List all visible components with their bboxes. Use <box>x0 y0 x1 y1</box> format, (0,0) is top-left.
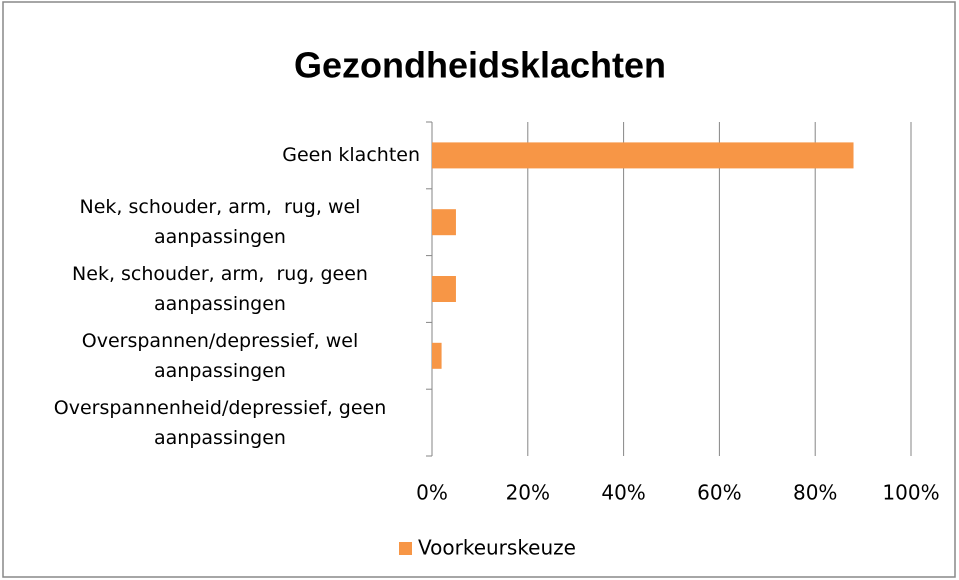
x-tick-label: 100% <box>882 481 939 505</box>
x-tick-label: 20% <box>506 481 550 505</box>
bar <box>432 276 456 302</box>
x-tick-label: 80% <box>793 481 837 505</box>
y-tick-label: Nek, schouder, arm, rug, wel aanpassinge… <box>20 192 420 252</box>
y-tick-label: Overspannenheid/depressief, geen aanpass… <box>20 393 420 453</box>
x-tick-label: 40% <box>601 481 645 505</box>
x-tick-label: 0% <box>416 481 448 505</box>
legend-label: Voorkeurskeuze <box>418 536 576 560</box>
chart-title: Gezondheidsklachten <box>294 45 666 86</box>
y-tick-label: Nek, schouder, arm, rug, geen aanpassing… <box>20 259 420 319</box>
y-tick-label: Overspannen/depressief, wel aanpassingen <box>20 326 420 386</box>
y-tick-label: Geen klachten <box>20 140 420 170</box>
y-tick-text: Overspannenheid/depressief, geen aanpass… <box>53 396 393 449</box>
y-tick-text: Overspannen/depressief, wel aanpassingen <box>81 329 365 382</box>
y-tick-text: Geen klachten <box>282 144 420 167</box>
bar <box>432 209 456 236</box>
bar <box>432 342 442 369</box>
x-tick-label: 60% <box>697 481 741 505</box>
y-tick-text: Nek, schouder, arm, rug, geen aanpassing… <box>72 263 374 315</box>
y-tick-text: Nek, schouder, arm, rug, wel aanpassinge… <box>79 196 367 249</box>
bar <box>432 142 854 169</box>
legend-swatch <box>399 542 412 555</box>
